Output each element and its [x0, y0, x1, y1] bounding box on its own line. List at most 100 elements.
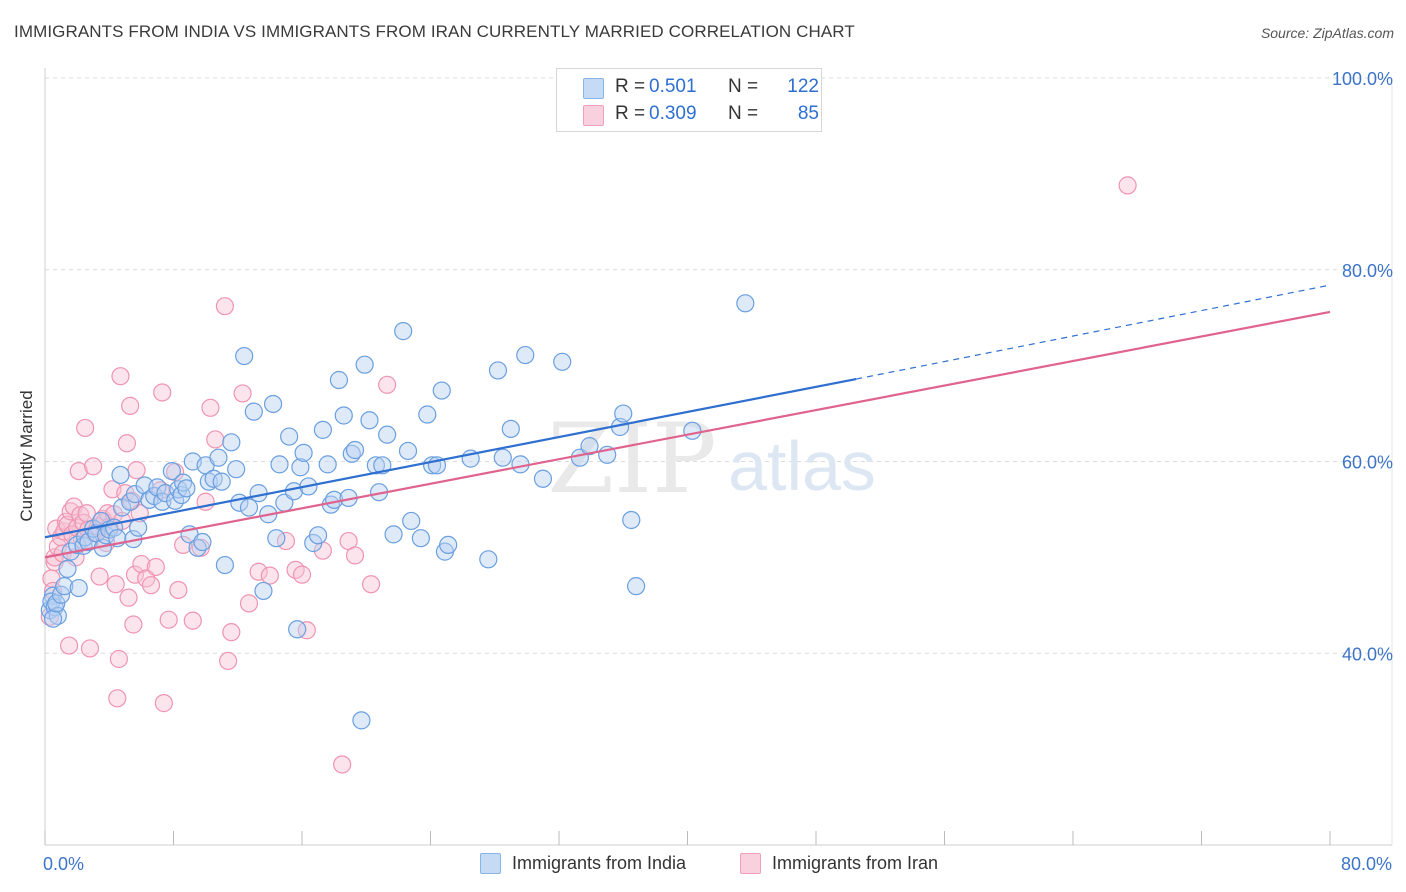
india-point — [270, 455, 289, 474]
iran-point — [206, 430, 225, 449]
india-point — [318, 455, 337, 474]
x-tick-label: 0.0% — [43, 854, 84, 874]
iran-point — [108, 689, 127, 708]
india-legend-label: Immigrants from India — [512, 853, 687, 873]
watermark: ZIP atlas — [547, 403, 876, 515]
iran-point — [233, 384, 252, 403]
india-point — [69, 578, 88, 598]
iran-point — [61, 502, 80, 521]
india-r-label: R = — [615, 76, 646, 97]
axes — [44, 68, 1392, 846]
india-point — [308, 526, 328, 545]
india-point — [111, 465, 130, 485]
india-point — [47, 594, 66, 613]
india-point — [43, 609, 63, 628]
india-point — [411, 529, 430, 548]
iran-point — [169, 580, 188, 600]
india-point — [294, 443, 313, 462]
india-point — [129, 518, 148, 537]
india-point — [493, 448, 512, 467]
india-point — [418, 405, 437, 424]
india-point — [378, 425, 397, 444]
iran-point — [249, 562, 268, 581]
india-point — [398, 441, 418, 461]
india-point — [263, 394, 283, 414]
iran-point — [80, 639, 100, 658]
india-legend-swatch — [480, 853, 501, 874]
y-tick-label: 60.0% — [1342, 453, 1393, 473]
iran-point — [119, 588, 138, 607]
iran-point — [69, 461, 88, 481]
iran-point — [106, 575, 125, 594]
india-point — [402, 511, 421, 531]
iran-point — [117, 434, 137, 453]
india-point — [501, 419, 520, 439]
india-point — [384, 525, 403, 544]
india-point — [488, 361, 508, 380]
iran-legend-label: Immigrants from Iran — [772, 853, 939, 873]
iran-point — [183, 611, 202, 630]
iran-point — [333, 755, 352, 774]
iran-point — [174, 535, 193, 555]
iran-point — [297, 621, 316, 640]
india-swatch — [583, 78, 604, 99]
iran-point — [292, 565, 312, 584]
iran-point — [345, 546, 365, 565]
india-point — [516, 345, 535, 365]
iran-point — [121, 396, 140, 415]
india-point — [736, 294, 755, 313]
india-trend-extension — [856, 284, 1331, 380]
iran-n-value: 85 — [797, 103, 819, 124]
iran-point — [239, 594, 259, 613]
india-point — [235, 346, 254, 366]
iran-point — [132, 554, 151, 574]
y-tick-label: 80.0% — [1342, 261, 1393, 281]
iran-point — [76, 418, 95, 438]
india-point — [345, 440, 365, 460]
india-point — [614, 404, 633, 423]
iran-point — [109, 649, 128, 669]
iran-point — [361, 575, 381, 594]
grid-lines — [45, 77, 1393, 845]
india-point — [334, 406, 353, 425]
india-point — [291, 458, 310, 477]
y-axis-label: Currently Married — [17, 390, 36, 522]
india-point — [479, 550, 498, 569]
india-point — [439, 535, 458, 555]
india-point — [355, 355, 374, 374]
india-n-value: 122 — [787, 76, 819, 97]
india-point — [626, 577, 646, 596]
iran-point — [215, 297, 234, 316]
india-point — [58, 559, 77, 578]
india-point — [280, 427, 299, 446]
y-tick-label: 40.0% — [1342, 644, 1393, 664]
india-point — [533, 469, 553, 488]
iran-r-value: 0.309 — [649, 103, 697, 124]
iran-point — [59, 636, 79, 655]
india-point — [244, 402, 263, 421]
india-point — [227, 460, 246, 479]
india-point — [622, 510, 641, 530]
india-point — [329, 370, 349, 390]
iran-legend-swatch — [740, 853, 761, 874]
iran-point — [153, 383, 172, 402]
india-point — [366, 456, 385, 475]
india-point — [352, 711, 371, 730]
iran-point — [84, 457, 103, 476]
iran-point — [219, 651, 238, 671]
iran-r-label: R = — [615, 103, 646, 124]
iran-point — [1118, 176, 1137, 195]
india-n-label: N = — [728, 76, 759, 97]
india-point — [55, 577, 74, 596]
india-point — [267, 529, 286, 548]
india-point — [188, 538, 207, 557]
india-point — [212, 472, 231, 491]
iran-point — [125, 565, 145, 584]
india-point — [239, 498, 259, 517]
india-point — [209, 448, 228, 467]
tick-labels: 40.0% 60.0% 80.0% 100.0% 0.0% 80.0% — [43, 69, 1393, 874]
iran-point — [124, 615, 143, 634]
iran-n-label: N = — [728, 103, 759, 124]
iran-point — [90, 567, 109, 586]
